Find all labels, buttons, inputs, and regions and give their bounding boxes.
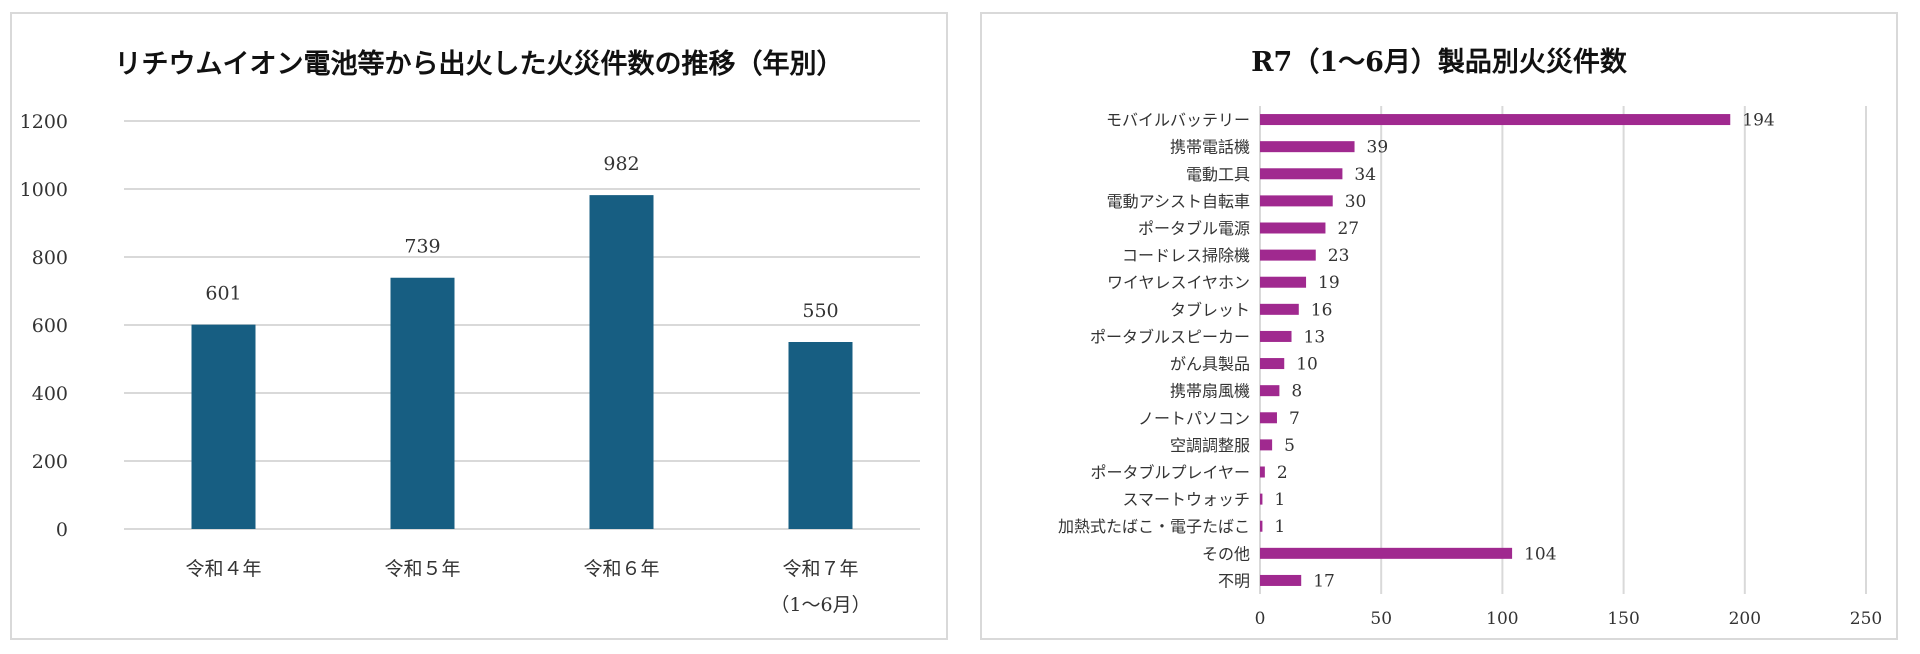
bar — [1260, 493, 1263, 505]
y-tick-label: ポータブルプレイヤー — [1090, 463, 1250, 482]
x-tick-label: 令和７年 — [782, 558, 858, 580]
product-chart-panel: R7（1～6月）製品別火災件数 0 50 100 150 200 250 194 モバイルバッ… — [980, 12, 1898, 640]
data-label: 10 — [1296, 355, 1318, 375]
data-label: 19 — [1318, 273, 1340, 293]
data-label: 2 — [1277, 463, 1288, 483]
y-tick-label: 400 — [32, 383, 68, 405]
bar — [1260, 574, 1302, 586]
y-tick-label: 600 — [32, 315, 68, 337]
bar — [589, 195, 654, 529]
annual-chart-panel: リチウムイオン電池等から出火した火災件数の推移（年別） 0 200 400 600 80… — [10, 12, 948, 640]
y-tick-label: モバイルバッテリー — [1106, 111, 1250, 130]
y-tick-label: コードレス掃除機 — [1122, 246, 1250, 265]
bar — [1260, 168, 1343, 180]
bar — [1260, 439, 1273, 451]
x-tick-label: 200 — [1729, 609, 1761, 629]
y-tick-label: 加熱式たばこ・電子たばこ — [1058, 517, 1250, 536]
x-tick-label: 0 — [1255, 609, 1266, 629]
y-tick-label: ポータブル電源 — [1138, 219, 1250, 238]
bar — [191, 324, 256, 529]
product-bar-chart: 0 50 100 150 200 250 194 モバイルバッテリー 39 携帯電話機 34 電動工具… — [1058, 106, 1882, 629]
x-tick-sublabel: （1～6月） — [770, 594, 870, 616]
y-tick-label: 携帯電話機 — [1170, 138, 1250, 157]
y-tick-label: 1200 — [20, 111, 68, 133]
bar — [1260, 141, 1355, 153]
x-tick-label: 150 — [1607, 609, 1639, 629]
y-tick-label: 0 — [56, 519, 68, 541]
bar — [1260, 547, 1513, 559]
x-tick-label: 令和６年 — [583, 558, 659, 580]
y-tick-label: ノートパソコン — [1138, 409, 1250, 428]
bar — [1260, 385, 1280, 397]
bar — [1260, 520, 1263, 532]
data-label: 16 — [1311, 300, 1333, 320]
y-tick-label: 携帯扇風機 — [1170, 382, 1250, 401]
bar — [1260, 114, 1731, 126]
y-tick-label: 電動工具 — [1186, 165, 1250, 184]
y-tick-label: 不明 — [1218, 571, 1250, 590]
annual-chart-title: リチウムイオン電池等から出火した火災件数の推移（年別） — [114, 49, 844, 80]
bar — [1260, 358, 1285, 370]
data-label: 30 — [1345, 192, 1367, 212]
data-label: 104 — [1524, 544, 1556, 564]
data-label: 1 — [1274, 490, 1285, 510]
annual-bar-chart: 0 200 400 600 800 1000 1200 601 令和４年 739 令和５年 982 令和… — [20, 111, 920, 616]
data-label: 8 — [1291, 382, 1302, 402]
bar — [1260, 466, 1265, 478]
data-label: 982 — [603, 153, 639, 175]
bar — [1260, 249, 1316, 261]
x-tick-label: 令和５年 — [384, 558, 460, 580]
bar — [390, 277, 455, 529]
bar — [1260, 412, 1277, 424]
data-label: 5 — [1284, 436, 1295, 456]
bar — [788, 342, 853, 529]
y-tick-label: 800 — [32, 247, 68, 269]
data-label: 739 — [404, 236, 440, 258]
y-tick-label: がん具製品 — [1170, 355, 1250, 374]
data-label: 601 — [205, 283, 241, 305]
bar — [1260, 276, 1307, 288]
y-tick-label: ポータブルスピーカー — [1090, 327, 1250, 346]
data-label: 194 — [1742, 111, 1774, 131]
data-label: 550 — [802, 300, 838, 322]
x-tick-label: 100 — [1486, 609, 1518, 629]
data-label: 13 — [1304, 327, 1326, 347]
data-label: 27 — [1337, 219, 1359, 239]
x-tick-label: 250 — [1850, 609, 1882, 629]
data-label: 1 — [1274, 517, 1285, 537]
data-label: 39 — [1367, 138, 1389, 158]
y-tick-label: タブレット — [1170, 300, 1250, 319]
y-tick-label: 1000 — [20, 179, 68, 201]
y-tick-label: 空調調整服 — [1170, 436, 1250, 455]
data-label: 7 — [1289, 409, 1300, 429]
y-tick-label: スマートウォッチ — [1122, 490, 1250, 509]
y-tick-label: その他 — [1202, 544, 1250, 563]
bar — [1260, 303, 1299, 315]
bar — [1260, 195, 1333, 207]
y-tick-label: 電動アシスト自転車 — [1107, 192, 1250, 211]
x-tick-label: 令和４年 — [185, 558, 261, 580]
y-tick-label: 200 — [32, 451, 68, 473]
product-chart-title: R7（1～6月）製品別火災件数 — [1251, 47, 1627, 78]
bar — [1260, 222, 1326, 234]
data-label: 34 — [1354, 165, 1376, 185]
bar — [1260, 330, 1292, 342]
x-tick-label: 50 — [1370, 609, 1392, 629]
data-label: 23 — [1328, 246, 1350, 266]
y-tick-label: ワイヤレスイヤホン — [1107, 273, 1250, 292]
data-label: 17 — [1313, 571, 1335, 591]
